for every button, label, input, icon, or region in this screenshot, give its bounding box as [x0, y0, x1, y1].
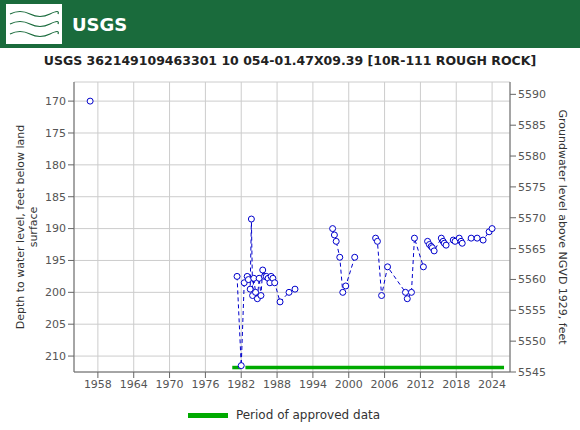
- svg-text:190: 190: [45, 222, 66, 235]
- svg-text:5565: 5565: [518, 243, 546, 256]
- svg-text:5575: 5575: [518, 181, 546, 194]
- svg-text:2006: 2006: [371, 378, 399, 391]
- svg-text:2018: 2018: [442, 378, 470, 391]
- svg-text:1994: 1994: [299, 378, 327, 391]
- svg-text:5580: 5580: [518, 150, 546, 163]
- svg-text:5555: 5555: [518, 304, 546, 317]
- svg-text:5550: 5550: [518, 335, 546, 348]
- svg-text:2012: 2012: [406, 378, 434, 391]
- svg-text:1988: 1988: [263, 378, 291, 391]
- svg-text:210: 210: [45, 350, 66, 363]
- html-text:USGS: USGS: [72, 13, 128, 35]
- html-text:Period of approved data: Period of approved data: [235, 408, 381, 422]
- svg-text:5570: 5570: [518, 212, 546, 225]
- svg-text:5585: 5585: [518, 119, 546, 132]
- svg-text:195: 195: [45, 254, 66, 267]
- svg-text:205: 205: [45, 318, 66, 331]
- svg-text:200: 200: [45, 286, 66, 299]
- svg-text:1958: 1958: [84, 378, 112, 391]
- svg-text:surface: surface: [27, 206, 40, 247]
- svg-text:Depth to water level, feet bel: Depth to water level, feet below land: [14, 125, 27, 330]
- svg-text:5545: 5545: [518, 366, 546, 379]
- svg-text:5590: 5590: [518, 88, 546, 101]
- svg-text:180: 180: [45, 159, 66, 172]
- svg-text:185: 185: [45, 191, 66, 204]
- svg-text:1970: 1970: [156, 378, 184, 391]
- svg-text:175: 175: [45, 127, 66, 140]
- svg-text:5560: 5560: [518, 273, 546, 286]
- svg-text:Groundwater level above NGVD 1: Groundwater level above NGVD 1929, feet: [556, 109, 569, 345]
- svg-text:170: 170: [45, 95, 66, 108]
- svg-text:1964: 1964: [120, 378, 148, 391]
- svg-text:2024: 2024: [478, 378, 506, 391]
- html-text:USGS 362149109463301 10 054-01: USGS 362149109463301 10 054-01.47X09.39 …: [43, 53, 537, 68]
- svg-text:1976: 1976: [191, 378, 219, 391]
- svg-text:1982: 1982: [227, 378, 255, 391]
- svg-text:2000: 2000: [335, 378, 363, 391]
